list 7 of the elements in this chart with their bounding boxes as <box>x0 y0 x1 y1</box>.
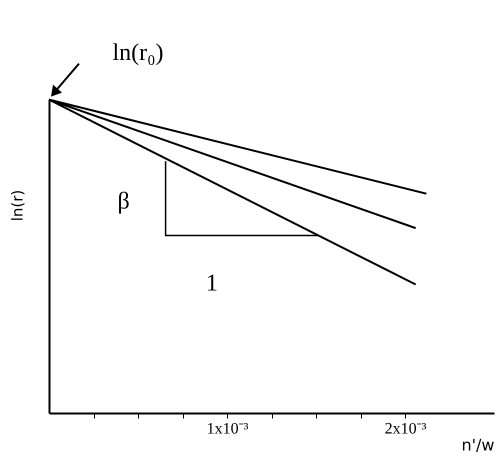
x-axis-title: n'/w <box>461 436 494 454</box>
y-axis-title: ln(r) <box>8 190 26 222</box>
x-tick-label: 2x10⁻³ <box>384 420 427 438</box>
annotation: 1 <box>206 270 218 297</box>
annotation: β <box>117 188 130 214</box>
text: ln(r₀) <box>112 40 164 66</box>
x-tick-label: 1x10⁻³ <box>206 420 249 438</box>
